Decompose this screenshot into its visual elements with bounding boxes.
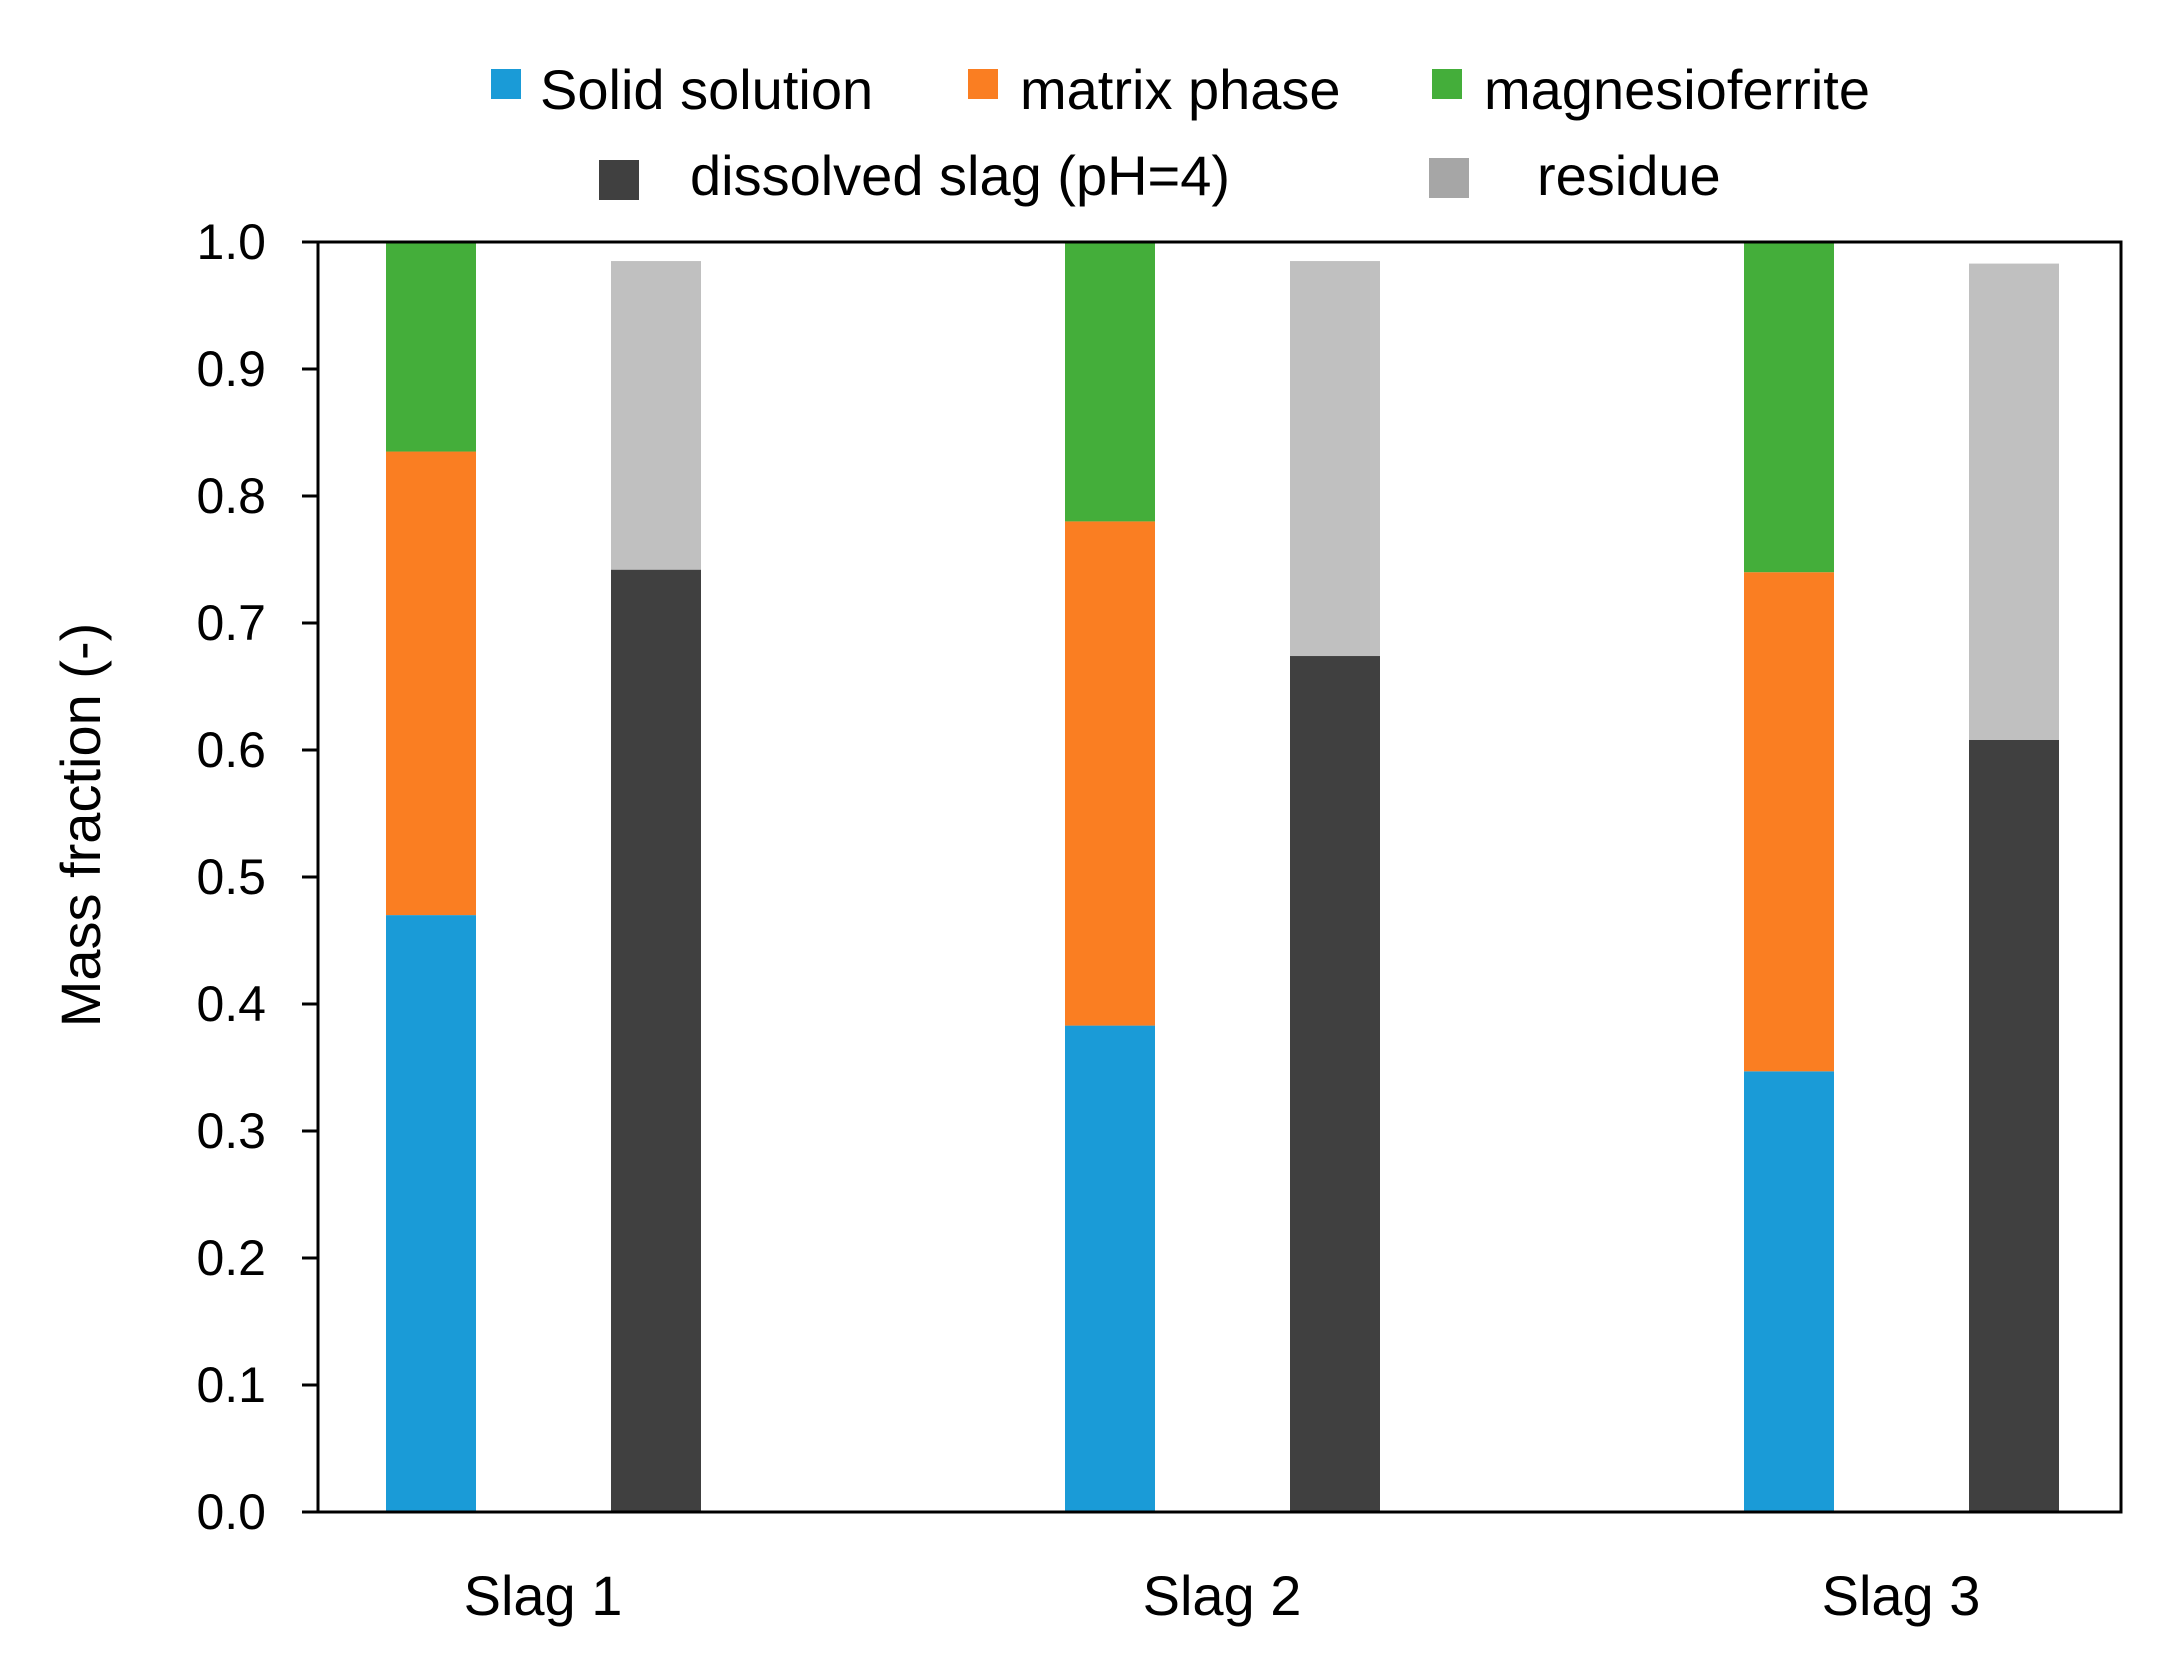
x-category-label: Slag 1 [464, 1564, 623, 1627]
bar-magnesioferrite-3 [1744, 242, 1834, 573]
bar-solid-solution-2 [1065, 1025, 1155, 1512]
legend-label: residue [1537, 144, 1721, 207]
legend-label: Solid solution [540, 58, 873, 121]
bar-solid-solution-1 [386, 915, 476, 1512]
y-tick-label: 0.1 [196, 1357, 266, 1413]
bar-magnesioferrite-2 [1065, 242, 1155, 522]
bar-matrix-phase-1 [386, 451, 476, 916]
bar-residue-3 [1969, 263, 2059, 740]
bar-dissolved-slag-ph-4-2 [1290, 656, 1380, 1512]
bar-magnesioferrite-1 [386, 242, 476, 452]
x-category-label: Slag 2 [1143, 1564, 1302, 1627]
x-axis: Slag 1 Slag 2 Slag 3 [464, 1564, 1981, 1627]
legend-swatch [599, 160, 639, 200]
y-tick-label: 0.2 [196, 1230, 266, 1286]
y-tick-label: 0.0 [196, 1484, 266, 1540]
bar-dissolved-slag-ph-4-3 [1969, 739, 2059, 1512]
y-tick-label: 1.0 [196, 214, 266, 270]
bar-matrix-phase-2 [1065, 521, 1155, 1026]
y-tick-label: 0.9 [196, 341, 266, 397]
bar-residue-1 [611, 261, 701, 570]
y-tick-label: 0.5 [196, 849, 266, 905]
plot-frame [316, 240, 2123, 1514]
y-tick-label: 0.8 [196, 468, 266, 524]
legend-swatch [491, 69, 521, 99]
bar-matrix-phase-3 [1744, 572, 1834, 1072]
x-category-label: Slag 3 [1822, 1564, 1981, 1627]
legend: Solid solution matrix phase magnesioferrit… [491, 58, 1870, 207]
y-tick-label: 0.6 [196, 722, 266, 778]
bar-dissolved-slag-ph-4-1 [611, 569, 701, 1512]
legend-label: magnesioferrite [1484, 58, 1870, 121]
legend-swatch [1429, 158, 1469, 198]
bars [386, 242, 2059, 1512]
bar-solid-solution-3 [1744, 1071, 1834, 1512]
y-tick-label: 0.3 [196, 1103, 266, 1159]
y-axis: 0.0 0.1 0.2 0.3 0.4 0.5 0.6 0.7 0.8 0.9 1.0 [196, 214, 318, 1540]
y-tick-label: 0.7 [196, 595, 266, 651]
bar-residue-2 [1290, 261, 1380, 657]
y-tick-label: 0.4 [196, 976, 266, 1032]
legend-swatch [968, 69, 998, 99]
y-axis-title: Mass fraction (-) [49, 623, 112, 1028]
legend-label: matrix phase [1020, 58, 1341, 121]
legend-swatch [1432, 69, 1462, 99]
legend-label: dissolved slag (pH=4) [690, 144, 1230, 207]
